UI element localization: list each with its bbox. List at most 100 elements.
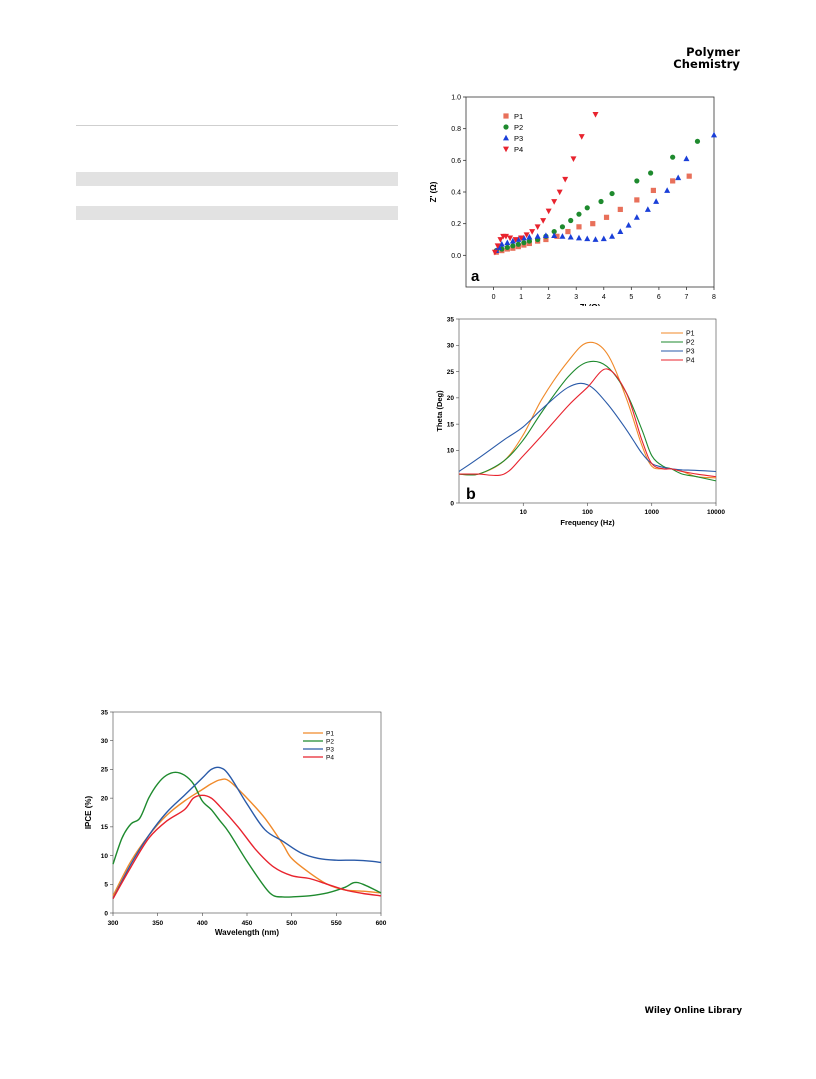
data-point (609, 233, 616, 239)
legend-label: P2 (514, 123, 523, 132)
y-axis-label: IPCE (%) (84, 796, 93, 830)
data-point (644, 206, 651, 212)
journal-name: Polymer Chemistry (673, 46, 740, 70)
data-point (559, 224, 566, 230)
x-tick-label: 4 (602, 294, 606, 301)
journal-name-line1: Polymer (686, 45, 740, 59)
x-tick-label: 500 (286, 920, 297, 927)
data-point (625, 222, 632, 228)
y-tick-label: 0.0 (451, 253, 461, 260)
data-point (551, 228, 557, 235)
y-tick-label: 0.4 (451, 190, 461, 197)
data-point (598, 198, 604, 205)
data-point (540, 218, 547, 224)
data-point (683, 155, 690, 162)
plot-area (465, 96, 715, 288)
x-tick-label: 3 (574, 294, 578, 301)
x-tick-label: 450 (242, 920, 253, 927)
data-point (515, 236, 522, 242)
data-point (617, 228, 624, 234)
x-tick-label: 1 (519, 294, 523, 301)
data-point (507, 235, 514, 242)
data-point (554, 233, 560, 239)
data-point (503, 134, 509, 141)
data-point (498, 241, 505, 247)
series-P4 (491, 112, 599, 256)
data-point (603, 214, 610, 220)
x-tick-label: 5 (629, 294, 633, 301)
data-point (592, 236, 599, 242)
data-point (510, 243, 516, 249)
data-point (633, 214, 640, 220)
data-point (509, 237, 516, 244)
table-shaded-row (76, 206, 398, 220)
x-tick-label: 350 (152, 920, 163, 927)
panel-label: b (466, 486, 476, 503)
x-tick-label: 8 (712, 294, 716, 301)
x-tick-label: 7 (684, 294, 688, 301)
data-point (570, 156, 577, 162)
legend-label: P1 (326, 730, 334, 737)
y-tick-label: 0.2 (451, 221, 461, 228)
data-point (551, 232, 558, 238)
x-tick-label: 600 (376, 920, 387, 927)
data-point (670, 154, 676, 160)
data-point (542, 232, 549, 238)
plot-area (112, 711, 382, 914)
y-tick-label: 0.8 (451, 126, 461, 133)
data-point (512, 237, 519, 243)
legend-label: P2 (686, 340, 695, 347)
y-tick-label: 10 (101, 853, 109, 860)
data-point (534, 224, 541, 231)
y-tick-label: 0.6 (451, 158, 461, 165)
footer-text: Wiley Online Library (644, 1006, 742, 1016)
y-tick-label: 30 (447, 343, 455, 350)
data-point (686, 173, 692, 179)
y-tick-label: 25 (447, 369, 455, 376)
data-point (523, 232, 530, 238)
plot-area (458, 318, 717, 504)
x-tick-label: 10000 (707, 509, 725, 516)
data-point (694, 138, 701, 144)
series-line-P4 (112, 794, 382, 899)
data-point (551, 199, 558, 205)
y-tick-label: 15 (447, 421, 455, 428)
ipce-chart: 300 350 400 450 500 550 600 0 5 10 15 20 25 30 35 Wavel… (84, 709, 387, 937)
legend-label: P3 (326, 746, 334, 753)
legend-label: P4 (686, 358, 695, 365)
x-tick-label: 2 (547, 294, 551, 301)
y-axis-label: Z' (Ω) (429, 181, 438, 202)
data-point (520, 234, 527, 241)
data-point (578, 134, 585, 140)
series-line-P3 (458, 382, 717, 473)
x-axis-label: Frequency (Hz) (560, 518, 615, 527)
x-tick-label: 550 (331, 920, 342, 927)
data-point (545, 208, 552, 215)
y-tick-label: 1.0 (451, 95, 461, 102)
x-tick-label: 400 (197, 920, 208, 927)
data-point (559, 233, 566, 239)
data-point (664, 187, 671, 193)
data-point (491, 249, 498, 256)
data-point (502, 233, 509, 240)
y-tick-label: 0 (104, 910, 108, 917)
y-tick-label: 15 (101, 824, 109, 831)
y-tick-label: 35 (447, 316, 455, 323)
data-point (565, 228, 571, 235)
data-point (515, 241, 521, 247)
series-line-P3 (112, 766, 382, 899)
legend-label: P2 (326, 738, 334, 745)
data-point (504, 239, 511, 246)
data-point (675, 174, 682, 181)
table-shaded-row (76, 172, 398, 186)
data-point (543, 236, 549, 243)
data-point (518, 235, 525, 242)
series-line-P4 (459, 368, 717, 478)
data-point (529, 229, 536, 235)
data-point (568, 217, 574, 224)
figure-bode-phase: 10 100 1000 10000 0 10 15 20 25 30 35 Frequency (Hz… (434, 313, 730, 531)
data-point (504, 244, 510, 251)
y-tick-label: 10 (447, 448, 455, 455)
series-line-P2 (112, 771, 382, 898)
figure-impedance-nyquist: 0 1 2 3 4 5 6 7 8 0.0 0.2 0.4 0.6 0.8 1.0 Z' (Ω) Z' (Ω) P… (426, 92, 728, 312)
